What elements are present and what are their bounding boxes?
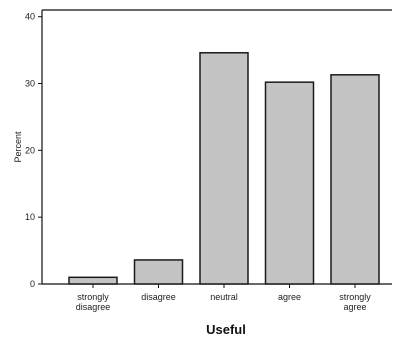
y-tick-label: 10 [25,212,35,222]
bar [264,81,315,285]
x-tick-label: strongly agree [339,292,371,312]
bar [133,259,184,285]
x-tick-label: strongly disagree [76,292,111,312]
x-axis-title: Useful [206,322,246,337]
y-tick-label: 0 [30,279,35,289]
category-labels: strongly disagree disagree neutral agree stro… [76,292,372,312]
y-tick-label: 40 [25,12,35,22]
bar [330,74,380,285]
x-tick-label: agree [278,292,301,302]
x-tick-label: neutral [210,292,238,302]
y-tick-label: 20 [25,145,35,155]
y-tick-label: 30 [25,79,35,89]
x-tick-label: disagree [141,292,176,302]
bar-series [68,52,380,285]
y-axis-title: Percent [13,131,23,163]
bar [199,52,249,285]
bar [68,276,118,285]
